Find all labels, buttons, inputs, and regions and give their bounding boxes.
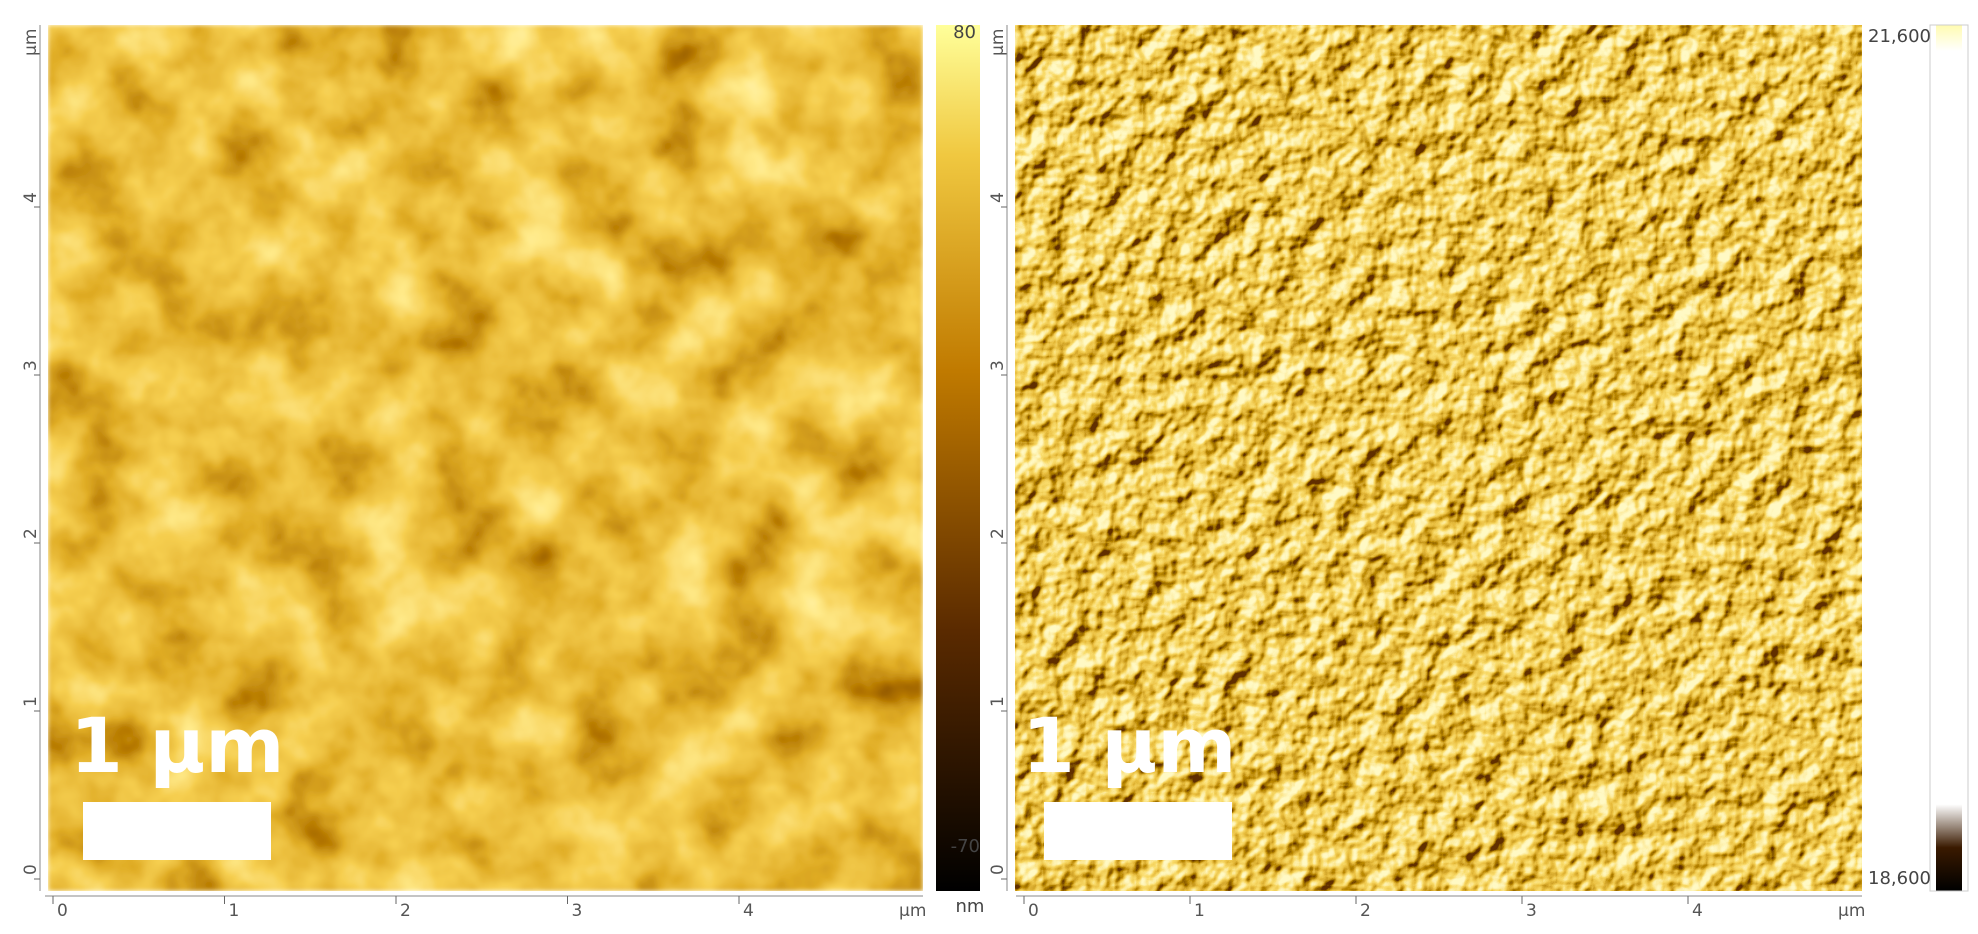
x-tick-label: 4: [1692, 901, 1703, 921]
colorbar-max: 80: [953, 22, 976, 43]
x-tick-label: 0: [1028, 901, 1039, 921]
x-tick-label: 4: [743, 901, 754, 921]
x-tick-label: 2: [1360, 901, 1371, 921]
x-axis-unit: µm: [899, 901, 926, 921]
colorbar-unit: nm: [956, 896, 985, 917]
colorbar: [936, 25, 980, 891]
y-axis-unit: µm: [988, 29, 1008, 56]
y-tick-label: 2: [988, 528, 1008, 539]
y-tick-label: 0: [21, 864, 41, 875]
scale-bar: [83, 802, 271, 860]
y-axis-unit: µm: [21, 29, 41, 56]
scale-bar-label: 1 µm: [70, 701, 284, 790]
phase-image: [1015, 25, 1862, 891]
x-tick-label: 3: [1526, 901, 1537, 921]
y-tick-label: 2: [21, 528, 41, 539]
colorbar: [1936, 25, 1962, 891]
y-tick-label: 4: [21, 192, 41, 203]
colorbar-max: 21,600: [1868, 26, 1931, 47]
y-tick-label: 0: [988, 864, 1008, 875]
y-tick-label: 3: [21, 360, 41, 371]
y-tick-label: 4: [988, 192, 1008, 203]
y-tick-label: 1: [21, 696, 41, 707]
x-tick-label: 0: [57, 901, 68, 921]
x-tick-label: 3: [572, 901, 583, 921]
x-axis-unit: µm: [1838, 901, 1865, 921]
y-tick-label: 3: [988, 360, 1008, 371]
scale-bar-label: 1 µm: [1022, 701, 1236, 790]
x-tick-label: 1: [229, 901, 240, 921]
height-image: [48, 25, 923, 891]
x-tick-label: 1: [1194, 901, 1205, 921]
x-tick-label: 2: [400, 901, 411, 921]
colorbar-min: 18,600: [1868, 868, 1931, 889]
colorbar-min: -70: [951, 836, 980, 857]
colorbar-frame: [1929, 24, 1969, 892]
scale-bar: [1044, 802, 1232, 860]
y-tick-label: 1: [988, 696, 1008, 707]
